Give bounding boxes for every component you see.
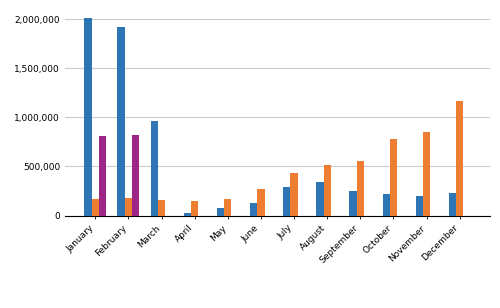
- Bar: [250, 203, 258, 216]
- Bar: [124, 198, 132, 216]
- Bar: [92, 199, 99, 216]
- Bar: [191, 201, 198, 216]
- Bar: [150, 121, 158, 216]
- Bar: [449, 193, 456, 216]
- Bar: [390, 140, 397, 216]
- Bar: [456, 101, 464, 216]
- Bar: [258, 189, 264, 216]
- Bar: [158, 201, 165, 216]
- Bar: [356, 160, 364, 216]
- Bar: [382, 194, 390, 216]
- Bar: [283, 187, 290, 216]
- Bar: [224, 199, 232, 216]
- Bar: [84, 18, 91, 216]
- Bar: [416, 196, 423, 216]
- Bar: [184, 213, 191, 216]
- Bar: [350, 191, 356, 216]
- Bar: [316, 182, 324, 216]
- Bar: [132, 135, 140, 216]
- Bar: [217, 208, 224, 216]
- Bar: [324, 165, 331, 216]
- Bar: [118, 27, 124, 216]
- Bar: [290, 173, 298, 216]
- Bar: [99, 136, 106, 216]
- Bar: [423, 132, 430, 216]
